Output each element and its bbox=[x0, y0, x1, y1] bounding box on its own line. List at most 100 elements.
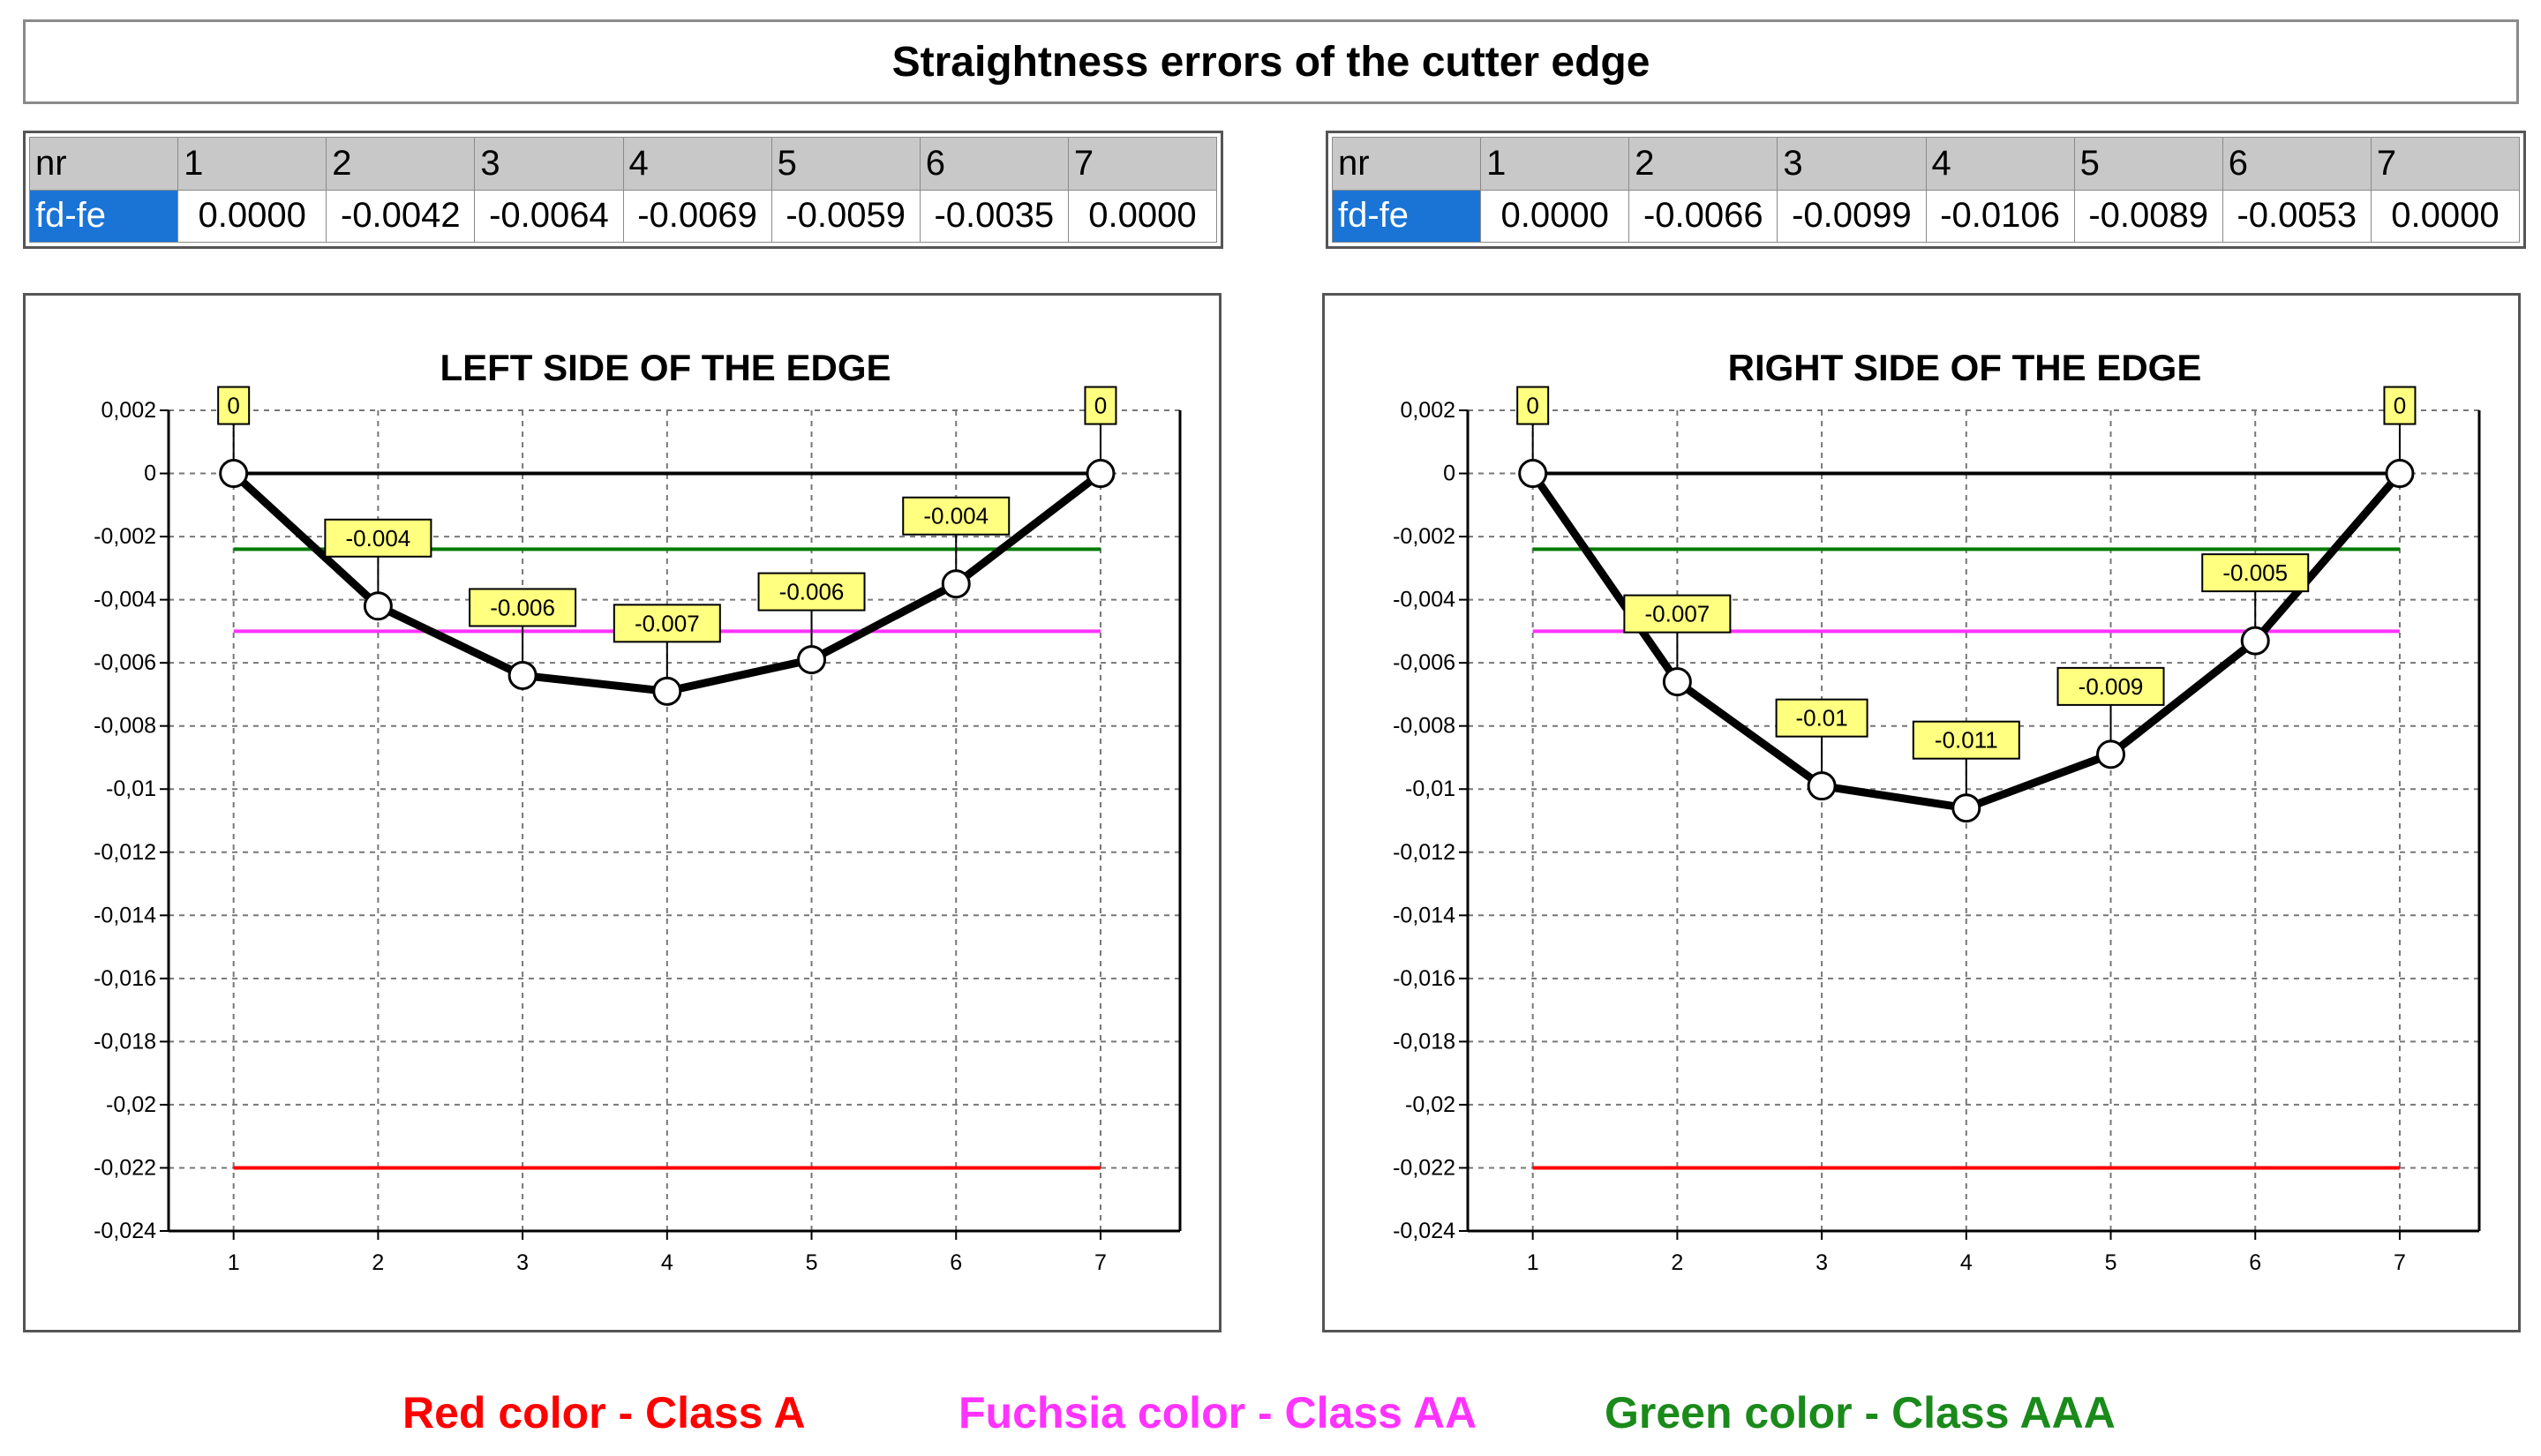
table-cell[interactable]: -0.0035 bbox=[919, 189, 1069, 243]
point-label-box bbox=[902, 496, 1011, 536]
x-tick-label: 4 bbox=[661, 1250, 673, 1275]
table-cell[interactable]: 0.0000 bbox=[1067, 189, 1218, 243]
x-tick-label: 2 bbox=[1671, 1250, 1683, 1275]
left-chart-panel: LEFT SIDE OF THE EDGE 0,002 0 -0,002 -0,004 -… bbox=[23, 293, 1222, 1332]
table-cell[interactable]: -0.0089 bbox=[2073, 189, 2223, 243]
column-header[interactable]: 3 bbox=[474, 137, 624, 191]
table-cell[interactable]: 0.0000 bbox=[2370, 189, 2521, 243]
y-tick-label: 0 bbox=[1443, 462, 1455, 486]
table-cell[interactable]: -0.0106 bbox=[1925, 189, 2075, 243]
table-cell[interactable]: -0.0053 bbox=[2221, 189, 2372, 243]
data-point bbox=[2096, 739, 2126, 769]
point-label: -0.006 bbox=[779, 579, 845, 605]
column-header[interactable]: 7 bbox=[2370, 137, 2521, 191]
header-label-cell[interactable]: nr bbox=[1331, 137, 1482, 191]
point-label-box bbox=[217, 386, 251, 425]
point-label: -0.004 bbox=[346, 525, 411, 552]
table-cell[interactable]: 0.0000 bbox=[1480, 189, 1630, 243]
column-header[interactable]: 3 bbox=[1777, 137, 1927, 191]
table-cell[interactable]: -0.0066 bbox=[1628, 189, 1778, 243]
y-tick-label: -0,02 bbox=[1405, 1092, 1455, 1117]
y-tick-label: -0,004 bbox=[1393, 588, 1455, 612]
table-cell[interactable]: -0.0099 bbox=[1777, 189, 1927, 243]
point-label: -0.004 bbox=[923, 503, 989, 529]
column-header[interactable]: 5 bbox=[771, 137, 921, 191]
point-label: 0 bbox=[227, 393, 239, 419]
y-tick-label: -0,024 bbox=[94, 1219, 156, 1243]
x-tick-label: 4 bbox=[1960, 1250, 1973, 1275]
y-tick-label: -0,008 bbox=[1393, 714, 1455, 739]
column-header[interactable]: 7 bbox=[1067, 137, 1218, 191]
y-tick-label: -0,02 bbox=[106, 1092, 156, 1117]
point-label: -0.009 bbox=[2079, 673, 2144, 700]
y-tick-label: -0,002 bbox=[1393, 524, 1455, 549]
chart-title: LEFT SIDE OF THE EDGE bbox=[440, 347, 891, 388]
data-point bbox=[652, 676, 682, 706]
data-point bbox=[797, 645, 827, 675]
column-header[interactable]: 1 bbox=[177, 137, 327, 191]
point-label-box bbox=[1084, 386, 1117, 425]
column-header[interactable]: 4 bbox=[1925, 137, 2075, 191]
x-tick-label: 2 bbox=[372, 1250, 384, 1275]
point-label-box bbox=[2201, 553, 2310, 593]
y-tick-label: 0,002 bbox=[1400, 398, 1455, 423]
column-header[interactable]: 1 bbox=[1480, 137, 1630, 191]
right-side-chart: RIGHT SIDE OF THE EDGE 0,002 0 -0,002 -0,004… bbox=[1393, 347, 2481, 1275]
point-label-box bbox=[1912, 720, 2020, 760]
chart-title: RIGHT SIDE OF THE EDGE bbox=[1728, 347, 2202, 388]
data-point bbox=[507, 660, 538, 690]
y-tick-label: 0 bbox=[144, 462, 156, 486]
table-cell[interactable]: -0.0059 bbox=[771, 189, 921, 243]
header-label-cell[interactable]: nr bbox=[28, 137, 179, 191]
page-title: Straightness errors of the cutter edge bbox=[891, 38, 1650, 86]
y-tick-label: -0,014 bbox=[1393, 903, 1455, 927]
row-header-selected[interactable]: fd-fe bbox=[1331, 189, 1482, 243]
point-label-box bbox=[324, 518, 432, 558]
data-point bbox=[1951, 793, 1981, 823]
x-tick-label: 1 bbox=[228, 1250, 240, 1275]
table-cell[interactable]: -0.0042 bbox=[326, 189, 476, 243]
column-header[interactable]: 6 bbox=[2221, 137, 2372, 191]
left-data-grid[interactable]: nr 1 2 3 4 5 6 7 fd-fe 0.0000 -0.0042 -0… bbox=[23, 131, 1223, 249]
y-tick-label: -0,01 bbox=[106, 777, 156, 801]
column-header[interactable]: 4 bbox=[622, 137, 772, 191]
column-header[interactable]: 2 bbox=[1628, 137, 1778, 191]
y-tick-label: -0,004 bbox=[94, 588, 156, 612]
point-label-box bbox=[757, 572, 866, 612]
left-data-table: nr 1 2 3 4 5 6 7 fd-fe 0.0000 -0.0042 -0… bbox=[28, 137, 1218, 243]
point-label: -0.01 bbox=[1795, 705, 1847, 732]
y-tick-label: -0,012 bbox=[1393, 840, 1455, 865]
point-label-box bbox=[2056, 666, 2165, 706]
legend-class-a: Red color - Class A bbox=[402, 1388, 806, 1437]
point-label-box bbox=[469, 588, 577, 627]
point-label-box bbox=[1623, 594, 1732, 634]
y-tick-label: -0,006 bbox=[94, 650, 156, 675]
point-label-box bbox=[1775, 698, 1868, 738]
table-cell[interactable]: -0.0064 bbox=[474, 189, 624, 243]
point-label: 0 bbox=[2394, 393, 2406, 419]
right-data-grid[interactable]: nr 1 2 3 4 5 6 7 fd-fe 0.0000 -0.0066 -0… bbox=[1326, 131, 2526, 249]
data-point bbox=[1662, 667, 1692, 697]
y-tick-label: -0,022 bbox=[94, 1155, 156, 1180]
row-header-selected[interactable]: fd-fe bbox=[28, 189, 179, 243]
left-side-chart: LEFT SIDE OF THE EDGE 0,002 0 -0,002 -0,004 -… bbox=[94, 347, 1182, 1275]
point-label-box bbox=[1516, 386, 1550, 425]
table-row: fd-fe 0.0000 -0.0066 -0.0099 -0.0106 -0.… bbox=[1331, 189, 2521, 243]
data-point bbox=[2240, 626, 2270, 656]
y-tick-label: -0,016 bbox=[1393, 966, 1455, 991]
y-tick-label: 0,002 bbox=[101, 398, 156, 423]
column-header[interactable]: 5 bbox=[2073, 137, 2223, 191]
table-cell[interactable]: 0.0000 bbox=[177, 189, 327, 243]
table-header-row: nr 1 2 3 4 5 6 7 bbox=[1331, 137, 2521, 191]
point-label-box bbox=[2383, 386, 2417, 425]
x-tick-label: 6 bbox=[950, 1250, 962, 1275]
y-tick-label: -0,014 bbox=[94, 903, 156, 927]
data-point bbox=[1518, 459, 1548, 489]
y-tick-label: -0,006 bbox=[1393, 650, 1455, 675]
y-tick-label: -0,018 bbox=[1393, 1029, 1455, 1054]
y-tick-label: -0,024 bbox=[1393, 1219, 1455, 1243]
column-header[interactable]: 2 bbox=[326, 137, 476, 191]
column-header[interactable]: 6 bbox=[919, 137, 1069, 191]
table-cell[interactable]: -0.0069 bbox=[622, 189, 772, 243]
legend-class-aaa: Green color - Class AAA bbox=[1605, 1388, 2116, 1437]
